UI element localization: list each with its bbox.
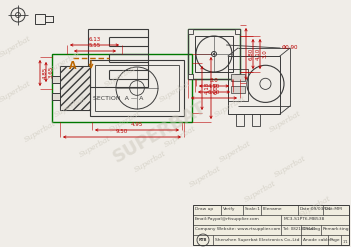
Text: 6.13: 6.13 <box>88 37 101 42</box>
Text: 6.00: 6.00 <box>214 82 219 94</box>
Text: 4.10: 4.10 <box>208 84 220 89</box>
Text: Φ0.90: Φ0.90 <box>282 45 298 50</box>
Text: Tel: 0821819141: Tel: 0821819141 <box>283 227 316 231</box>
Text: SUPERBAT: SUPERBAT <box>110 98 210 166</box>
Text: 5.55: 5.55 <box>89 43 101 48</box>
Text: Verify: Verify <box>223 207 236 211</box>
Bar <box>188 74 193 79</box>
Bar <box>60 66 90 110</box>
Text: Date:09/03/04: Date:09/03/04 <box>300 207 331 211</box>
Text: Shenzhen Superbat Electronics Co.,Ltd: Shenzhen Superbat Electronics Co.,Ltd <box>215 238 299 242</box>
Text: 3.65: 3.65 <box>49 66 54 78</box>
Bar <box>231 74 245 81</box>
Text: SECTION  A — A: SECTION A — A <box>93 96 143 101</box>
Text: 4.95: 4.95 <box>131 122 143 127</box>
Text: MC3-S1PT6-MB538: MC3-S1PT6-MB538 <box>284 217 325 221</box>
Bar <box>60 66 90 110</box>
Text: Remark:ting: Remark:ting <box>323 227 350 231</box>
Bar <box>188 29 193 34</box>
Text: Superbat: Superbat <box>267 110 303 134</box>
Text: 4.85: 4.85 <box>43 67 48 79</box>
Text: Draw up: Draw up <box>195 207 213 211</box>
Bar <box>95 65 179 111</box>
Text: Superbat: Superbat <box>22 120 58 144</box>
Text: Superbat: Superbat <box>187 165 223 189</box>
Text: Superbat: Superbat <box>218 140 252 164</box>
Text: 3.0: 3.0 <box>263 50 268 58</box>
Text: RTB: RTB <box>199 238 207 242</box>
Text: Superbat: Superbat <box>158 80 192 104</box>
Text: Company Website: www.rtsupplier.com: Company Website: www.rtsupplier.com <box>195 227 280 231</box>
Bar <box>60 66 90 110</box>
Text: Superbat: Superbat <box>102 65 138 89</box>
Text: Drawing: Drawing <box>303 227 321 231</box>
Bar <box>236 114 244 126</box>
Text: Filename: Filename <box>263 207 283 211</box>
Text: 4.18: 4.18 <box>205 82 210 94</box>
Text: Scale:1: Scale:1 <box>245 207 261 211</box>
Text: 1/1: 1/1 <box>343 240 349 244</box>
Bar <box>231 86 245 93</box>
Bar <box>52 76 60 83</box>
Bar <box>90 60 184 116</box>
Bar <box>193 205 349 245</box>
Text: Superbat: Superbat <box>243 180 277 204</box>
Text: 4.10: 4.10 <box>256 48 261 60</box>
Text: Superbat: Superbat <box>0 35 32 59</box>
Text: 3.0: 3.0 <box>210 78 218 83</box>
Bar <box>60 66 90 110</box>
Circle shape <box>213 53 215 55</box>
Text: Superbat: Superbat <box>0 80 32 104</box>
Text: Superbat: Superbat <box>213 95 247 119</box>
Bar <box>228 69 248 101</box>
Text: Superbat: Superbat <box>53 95 87 119</box>
Bar <box>195 36 233 72</box>
Bar <box>235 29 240 34</box>
Bar <box>52 93 60 100</box>
Text: Superbat: Superbat <box>78 135 112 159</box>
Bar <box>52 54 192 122</box>
Bar <box>188 29 240 79</box>
Bar <box>88 29 148 87</box>
Text: Superbat: Superbat <box>298 195 332 219</box>
Text: Superbat: Superbat <box>163 125 197 149</box>
Bar <box>188 29 240 79</box>
Text: Anode cable: Anode cable <box>303 238 330 242</box>
Text: Superbat: Superbat <box>48 50 82 74</box>
Bar <box>252 114 260 126</box>
Text: 6.00: 6.00 <box>208 90 220 95</box>
Text: 6.80: 6.80 <box>249 48 254 60</box>
Text: A: A <box>69 61 77 71</box>
Bar <box>228 56 280 114</box>
Text: Unit:MM: Unit:MM <box>325 207 343 211</box>
Text: Email:Paypal@rftsupplier.com: Email:Paypal@rftsupplier.com <box>195 217 260 221</box>
Text: Superbat: Superbat <box>133 150 167 174</box>
Text: 9.50: 9.50 <box>116 129 128 134</box>
Text: Superbat: Superbat <box>107 110 143 134</box>
Bar <box>35 14 45 24</box>
Text: Page: Page <box>330 238 340 242</box>
Text: Superbat: Superbat <box>273 155 307 179</box>
Bar <box>235 74 240 79</box>
